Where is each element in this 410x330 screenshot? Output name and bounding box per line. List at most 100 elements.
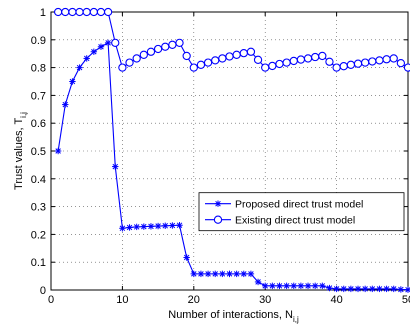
data-point [339, 62, 348, 71]
series-line [57, 41, 409, 291]
data-point [262, 282, 269, 290]
x-tick-label: 40 [330, 294, 342, 306]
data-point [397, 286, 405, 293]
data-point [290, 282, 297, 290]
y-tick-label: 0.6 [31, 118, 46, 130]
asterisk-stroke [69, 78, 76, 85]
asterisk-stroke [105, 40, 111, 46]
asterisk-stroke [383, 286, 390, 292]
data-point [239, 48, 248, 58]
data-point [382, 55, 391, 64]
data-point [161, 42, 170, 51]
data-point [83, 55, 90, 62]
asterisk-stroke [326, 285, 333, 291]
asterisk-stroke [369, 286, 376, 292]
y-tick-label: 0.4 [31, 174, 46, 186]
data-point [125, 58, 134, 67]
data-point [383, 285, 390, 293]
data-point [61, 7, 70, 17]
asterisk-stroke [141, 223, 147, 230]
x-axis-label-subscript: i,j [293, 315, 299, 324]
data-point [96, 7, 106, 17]
series-circle [53, 7, 410, 72]
asterisk-stroke [212, 271, 218, 277]
data-point [333, 285, 340, 293]
asterisk-stroke [155, 223, 161, 229]
asterisk-stroke [283, 283, 290, 289]
data-point [318, 51, 327, 61]
series-layer [53, 7, 410, 293]
data-point [326, 284, 333, 292]
asterisk-stroke [191, 271, 197, 277]
asterisk-stroke [390, 286, 397, 292]
asterisk-stroke [62, 101, 69, 108]
asterisk-stroke [262, 283, 268, 289]
data-point [246, 47, 256, 56]
data-point [111, 38, 120, 48]
data-point [303, 54, 313, 63]
data-point [396, 59, 406, 68]
series-asterisk [54, 39, 410, 293]
asterisk-stroke [148, 223, 154, 230]
data-point [68, 7, 77, 17]
asterisk-stroke [162, 223, 168, 229]
data-point [175, 38, 184, 48]
data-point [82, 7, 91, 17]
data-point [232, 50, 241, 59]
legend-marker [213, 215, 223, 224]
data-point [268, 61, 277, 71]
data-point [204, 270, 212, 278]
data-point [89, 7, 98, 17]
legend-label: Proposed direct trust model [235, 199, 363, 211]
data-point [354, 285, 362, 293]
y-axis-label-main: Trust values, T [13, 118, 25, 190]
data-point [269, 282, 276, 290]
asterisk-stroke [76, 64, 83, 71]
asterisk-stroke [198, 271, 204, 277]
data-point [190, 270, 197, 278]
data-point [404, 286, 410, 293]
asterisk-stroke [312, 283, 318, 289]
asterisk-stroke [183, 254, 190, 261]
y-tick-label: 0.2 [31, 229, 46, 241]
data-point [140, 223, 148, 230]
y-tick-label: 0.1 [31, 257, 46, 269]
data-point [375, 56, 384, 65]
asterisk-stroke [340, 286, 347, 292]
data-point [289, 56, 298, 66]
data-point [325, 57, 334, 66]
data-point [53, 7, 63, 17]
data-point [340, 285, 347, 293]
y-tick-label: 0.7 [31, 90, 46, 102]
data-point [118, 63, 127, 72]
data-point [368, 57, 377, 66]
data-point [361, 58, 370, 67]
asterisk-stroke [248, 271, 254, 277]
data-point [147, 223, 155, 230]
data-point [332, 63, 341, 72]
data-point [153, 44, 163, 54]
data-point [311, 282, 319, 290]
data-point [104, 39, 112, 47]
data-point [203, 58, 213, 67]
data-point [283, 282, 290, 290]
asterisk-stroke [219, 271, 226, 277]
data-point [76, 64, 83, 71]
data-point [369, 285, 376, 293]
data-point [276, 282, 283, 290]
data-point [211, 56, 220, 65]
data-point [169, 222, 176, 229]
data-point [226, 270, 233, 278]
data-point [389, 54, 398, 63]
data-point [196, 60, 206, 69]
legend-item: Proposed direct trust model [205, 199, 363, 211]
asterisk-stroke [376, 286, 383, 292]
data-point [253, 55, 263, 64]
asterisk-stroke [362, 286, 368, 292]
axis-ticks: 0 10 20 30 40 50 0 0.1 0.2 0.3 0.4 0.5 0.6 0.7 0.8 0.9 1 [31, 7, 410, 306]
asterisk-stroke [398, 286, 404, 293]
x-axis-label: Number of interactions, Ni,j [168, 309, 299, 324]
asterisk-stroke [355, 286, 361, 292]
data-point [390, 285, 397, 293]
